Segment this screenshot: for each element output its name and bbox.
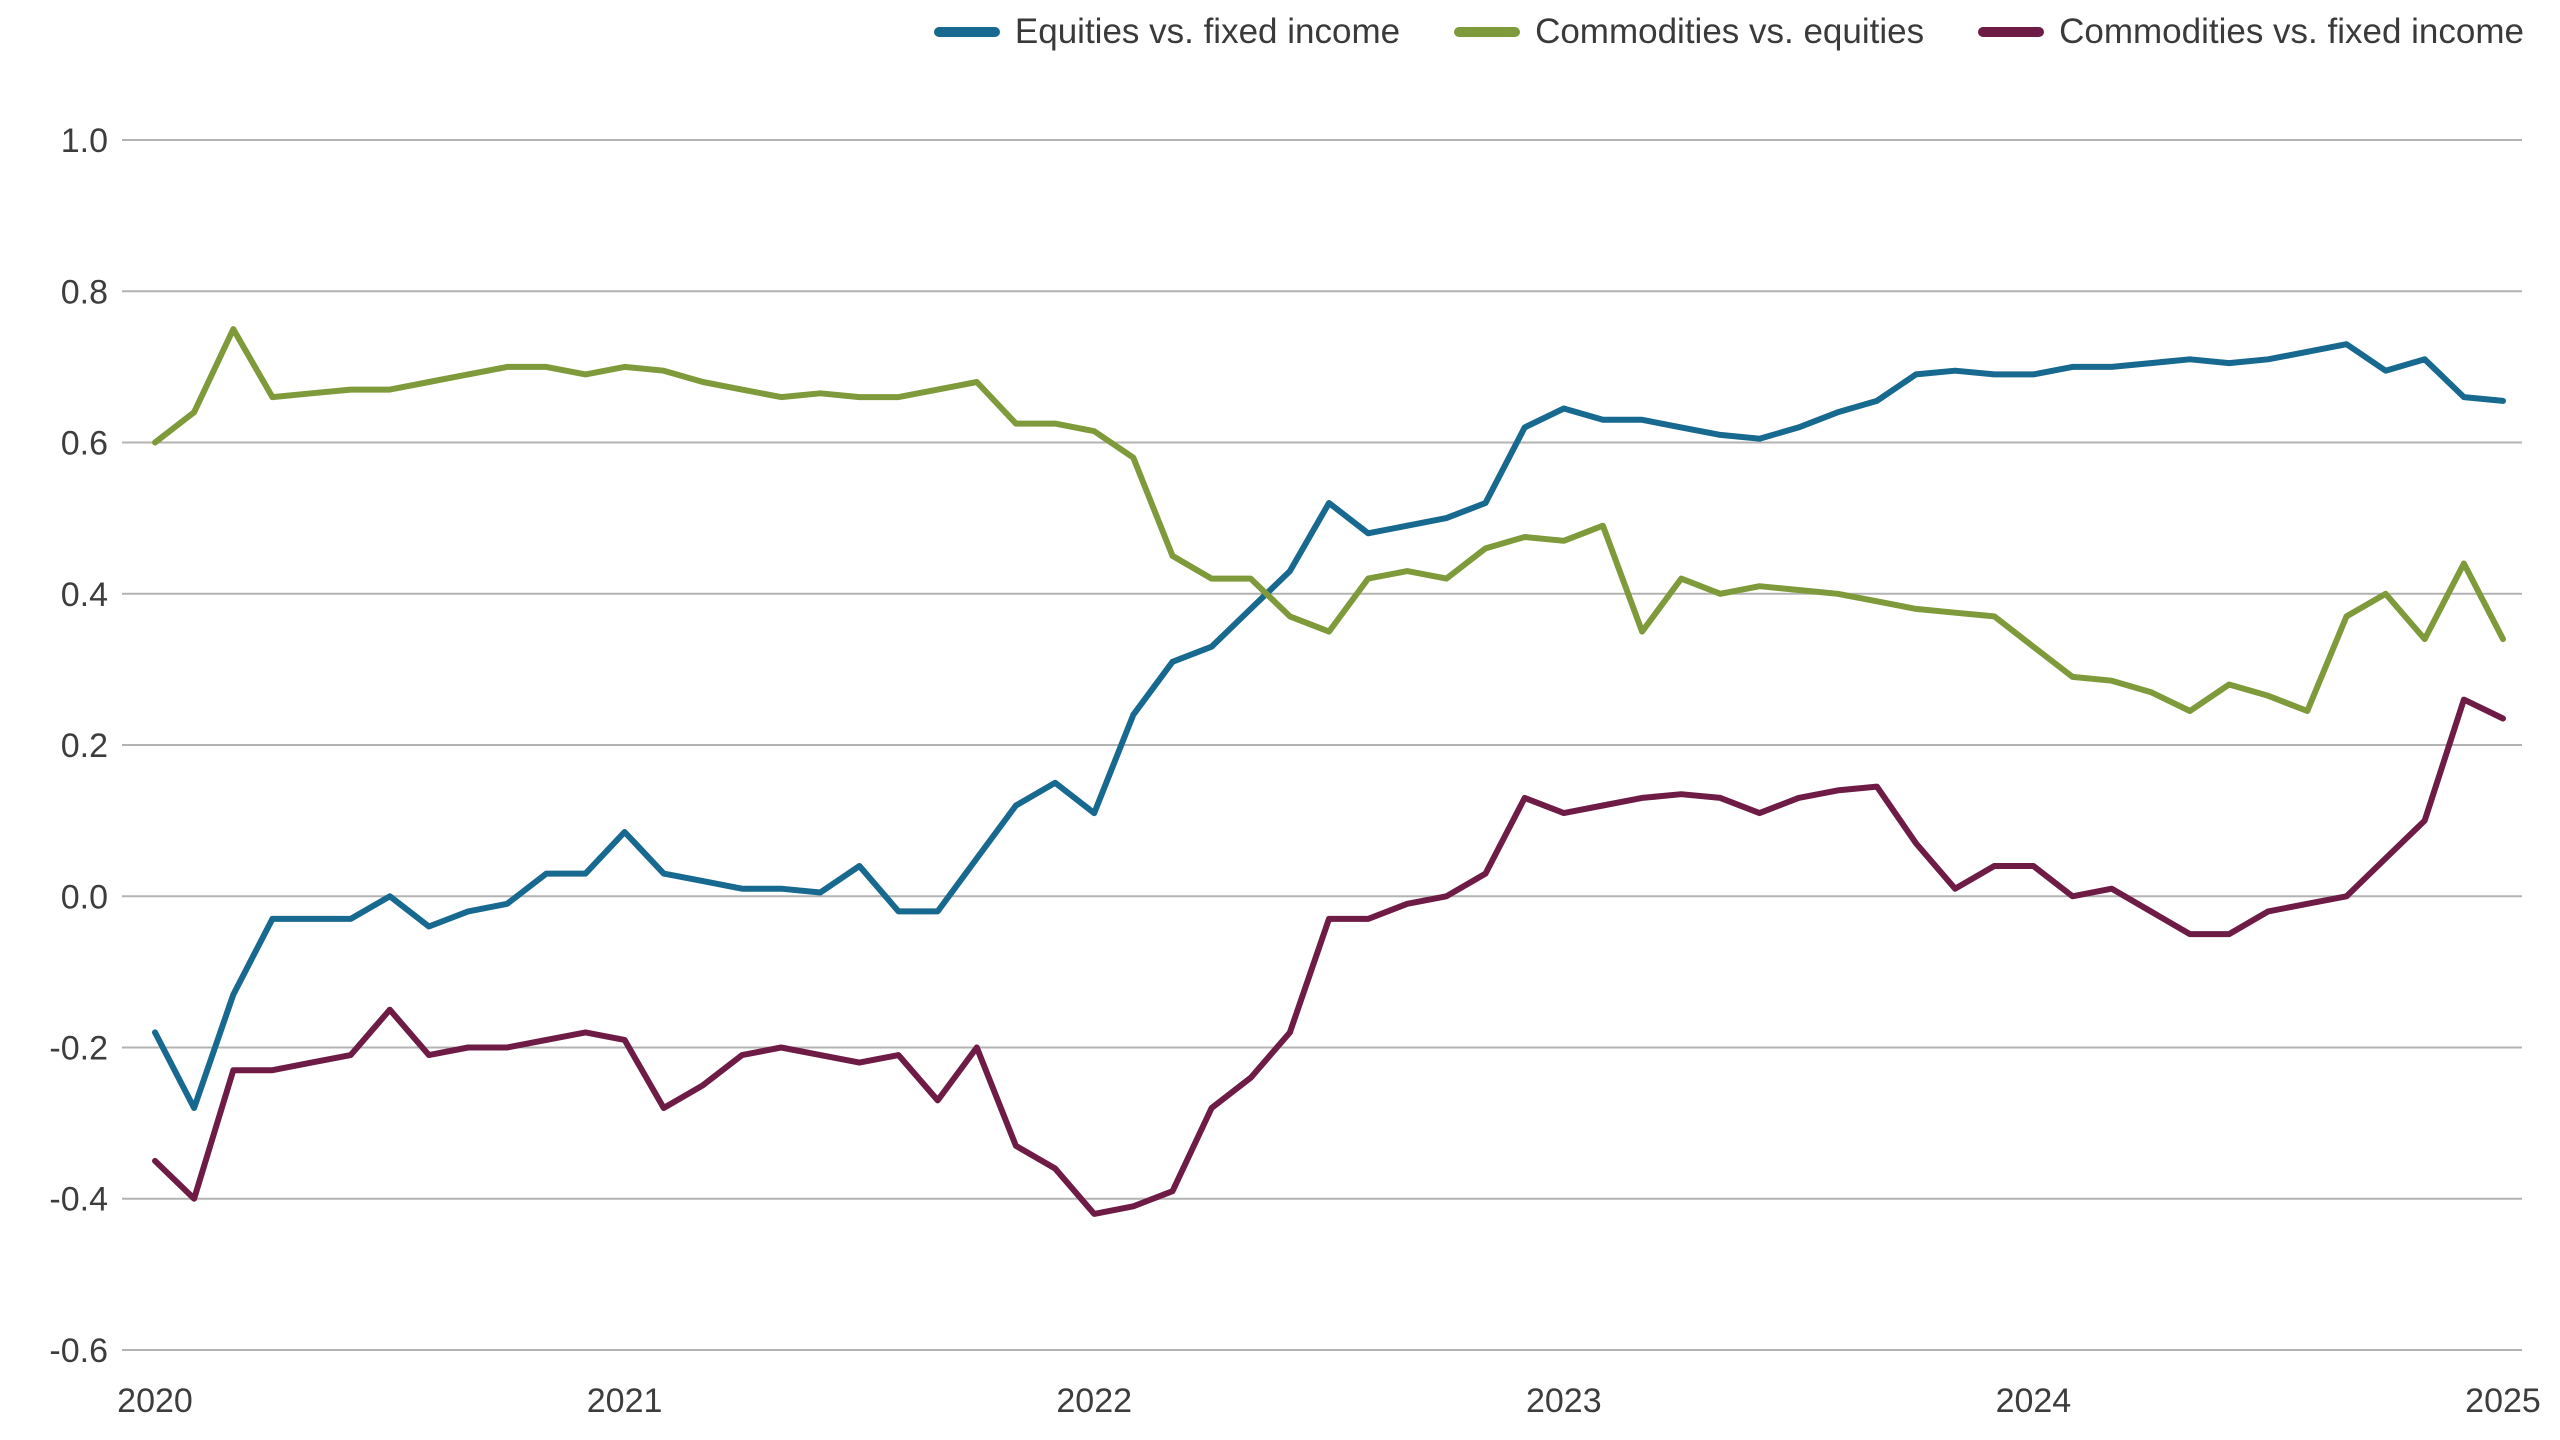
chart-legend: Equities vs. fixed income Commodities vs… [933,12,2524,52]
x-axis-tick-label: 2023 [1526,1382,1602,1420]
series-line-0 [152,341,2506,1111]
series-line-1 [152,326,2506,714]
commodities-vs-equities-line-swatch-icon [1454,27,1521,37]
y-axis-tick-label: -0.2 [49,1030,108,1068]
y-axis-tick-label: -0.6 [49,1332,108,1370]
x-axis-tick-label: 2025 [2465,1382,2541,1420]
commodities-vs-fixed-income-line-swatch-icon [1978,27,2045,37]
x-axis-tick-label: 2022 [1056,1382,1132,1420]
legend-label: Commodities vs. fixed income [2059,12,2524,51]
equities-vs-fixed-income-line-swatch-icon [933,27,1000,37]
x-axis-tick-label: 2024 [1996,1382,2072,1420]
y-axis-tick-label: 0.0 [61,878,108,916]
y-axis-tick-label: 0.8 [61,273,108,311]
x-axis-tick-label: 2021 [587,1382,663,1420]
y-axis-tick-label: 0.4 [61,576,108,614]
series-line-2 [152,696,2506,1217]
x-axis-tick-label: 2020 [117,1382,193,1420]
legend-label: Equities vs. fixed income [1014,12,1401,51]
legend-item-commodities-vs-equities: Commodities vs. equities [1454,12,1924,52]
y-axis-tick-label: -0.4 [49,1181,108,1219]
y-axis-tick-label: 1.0 [61,122,108,160]
legend-label: Commodities vs. equities [1535,12,1925,51]
y-axis-tick-label: 0.2 [61,727,108,765]
legend-item-equities-vs-fixed-income: Equities vs. fixed income [933,12,1401,52]
y-axis-tick-label: 0.6 [61,425,108,463]
legend-item-commodities-vs-fixed-income: Commodities vs. fixed income [1978,12,2524,52]
